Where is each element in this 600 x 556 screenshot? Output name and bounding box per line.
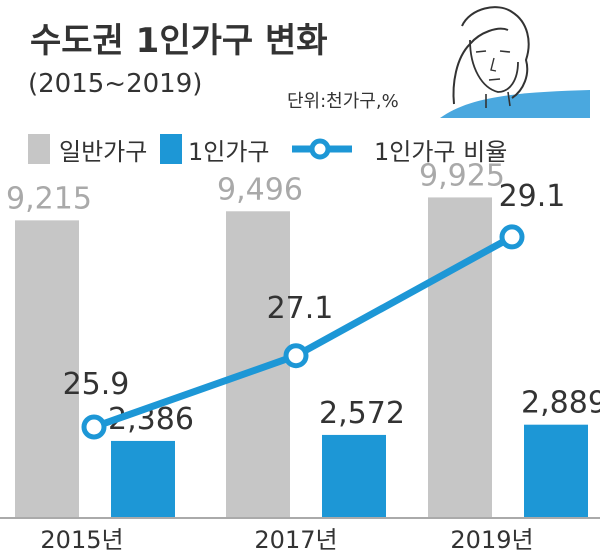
bar-general-0 xyxy=(15,220,79,518)
bar-label-general-0: 9,215 xyxy=(6,181,92,216)
bar-label-single-2: 2,889 xyxy=(521,386,600,421)
legend-label-ratio: 1인가구 비율 xyxy=(374,138,507,166)
bar-general-2 xyxy=(428,197,492,519)
ratio-point-2 xyxy=(499,224,525,250)
chart-subtitle: (2015~2019) xyxy=(28,69,202,99)
chart-title: 수도권 1인가구 변화 xyxy=(30,21,328,61)
ratio-label-0: 25.9 xyxy=(63,367,130,402)
bar-single-2 xyxy=(524,424,588,518)
x-tick-label-1: 2017년 xyxy=(254,526,337,554)
legend-swatch-general xyxy=(28,134,50,164)
legend: 일반가구 1인가구 1인가구 비율 xyxy=(28,134,507,166)
bar-label-general-2: 9,925 xyxy=(419,158,505,193)
unit-label: 단위:천가구,% xyxy=(287,91,399,112)
x-tick-label-2: 2019년 xyxy=(450,526,533,554)
bar-single-1 xyxy=(322,434,386,518)
legend-marker-ratio xyxy=(309,138,331,160)
ratio-point-1 xyxy=(283,343,309,369)
bar-single-0 xyxy=(111,440,175,518)
bar-label-general-1: 9,496 xyxy=(217,172,303,207)
ratio-label-1: 27.1 xyxy=(267,291,334,326)
bar-label-single-1: 2,572 xyxy=(319,396,405,431)
ratio-label-2: 29.1 xyxy=(499,179,566,214)
x-tick-label-0: 2015년 xyxy=(40,526,123,554)
legend-label-general: 일반가구 xyxy=(59,138,147,166)
woman-face-icon xyxy=(440,6,590,118)
legend-swatch-single xyxy=(160,134,182,164)
legend-label-single: 1인가구 xyxy=(188,138,270,166)
ratio-point-0 xyxy=(81,414,107,440)
